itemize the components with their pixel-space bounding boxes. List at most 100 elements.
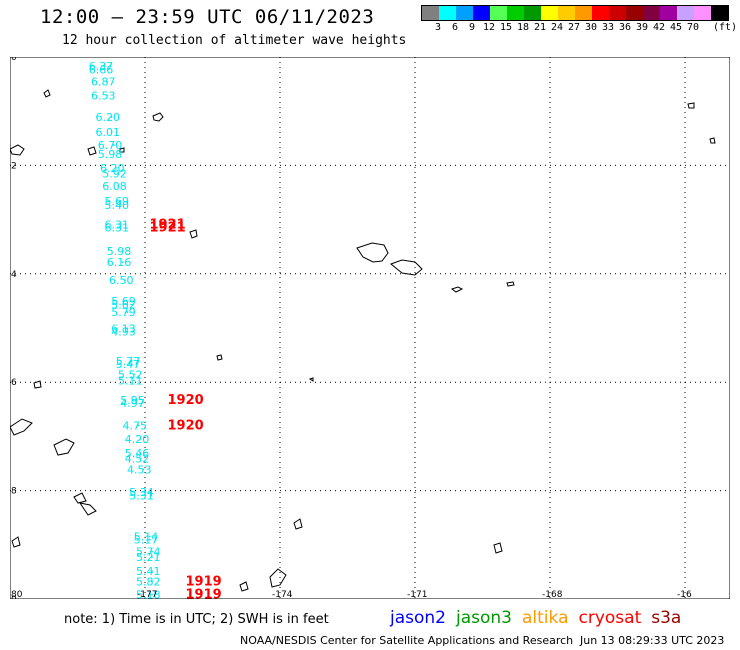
wave-height-labels: 6.376.666.876.536.206.016.705.986.205.92… — [89, 60, 222, 599]
latitude-label: -20 — [10, 595, 17, 599]
wave-height-value: 5.98 — [98, 148, 123, 161]
longitude-label: -177 — [137, 590, 157, 599]
track-point — [133, 373, 135, 376]
track-point — [130, 359, 133, 362]
track-point — [117, 184, 120, 187]
scale-label: 36 — [618, 22, 632, 33]
track-point — [139, 438, 142, 440]
scale-label: 6 — [451, 22, 459, 33]
scale-label: 33 — [601, 22, 615, 33]
track-point — [119, 223, 122, 226]
wave-height-value: 5.52 — [118, 368, 143, 381]
generation-timestamp: Jun 13 08:29:33 UTC 2023 — [580, 634, 725, 647]
track-point — [137, 424, 140, 427]
track-point — [139, 457, 142, 460]
pass-time-label: 1921 — [150, 221, 186, 236]
scale-swatch — [575, 6, 592, 20]
track-point — [135, 402, 138, 405]
pass-time-label: 1920 — [168, 393, 204, 408]
wave-height-value: 6.31 — [105, 218, 130, 231]
legend-jason2: jason2 — [390, 608, 446, 628]
scale-swatch — [711, 6, 728, 20]
scale-label: 12 — [482, 22, 496, 33]
scale-swatch — [456, 6, 473, 20]
scale-label: 3 — [434, 22, 442, 33]
wave-height-value: 6.13 — [111, 322, 136, 335]
wave-height-value: 4.97 — [120, 397, 145, 410]
legend-altika: altika — [522, 608, 569, 628]
scale-swatch — [609, 6, 626, 20]
scale-swatch — [439, 6, 456, 20]
track-point — [119, 200, 122, 202]
wave-height-value: 6.31 — [105, 222, 130, 235]
satellite-legend: jason2 jason3 altika cryosat s3a — [390, 608, 691, 628]
longitude-label: -16 — [677, 590, 692, 599]
map-frame — [10, 57, 730, 599]
wave-height-value: 6.08 — [102, 180, 127, 193]
wave-height-value: 5.69 — [111, 295, 136, 308]
track-point — [115, 167, 117, 169]
scale-label: 27 — [567, 22, 581, 33]
island-h — [53, 438, 75, 456]
track-point — [133, 379, 135, 382]
wave-height-value: 6.37 — [89, 60, 114, 73]
track-point — [151, 580, 153, 583]
wave-height-value: 6.20 — [96, 111, 121, 124]
wave-height-value: 5.74 — [136, 546, 161, 559]
track-point — [144, 494, 147, 497]
island-n — [293, 518, 303, 530]
island-s — [33, 380, 42, 389]
scale-label: 24 — [550, 22, 564, 33]
wave-height-value: 5.11 — [118, 374, 143, 387]
wave-height-value: 5.47 — [116, 358, 141, 371]
wave-height-value: 4.53 — [127, 463, 152, 476]
scale-label: 42 — [652, 22, 666, 33]
scale-swatch — [592, 6, 609, 20]
latitude-label: -12 — [10, 161, 17, 171]
wave-height-value: 5.41 — [136, 565, 161, 578]
scale-swatch — [541, 6, 558, 20]
track-point — [117, 172, 120, 175]
scale-swatches — [421, 5, 729, 21]
scale-swatch — [490, 6, 507, 20]
track-point — [139, 452, 142, 454]
scale-swatch — [422, 6, 439, 20]
latitude-label: -18 — [10, 487, 17, 497]
longitude-label: -174 — [272, 590, 293, 599]
track-point — [126, 311, 129, 313]
wave-height-value: 5.77 — [116, 355, 141, 368]
track-point — [151, 570, 153, 573]
wave-height-value: 5.17 — [134, 534, 159, 547]
track-point — [151, 556, 153, 558]
island-q — [239, 581, 249, 592]
longitude-label: -171 — [407, 590, 427, 599]
track-point — [142, 468, 144, 471]
latitude-label: -16 — [10, 378, 17, 388]
wave-height-value: 5.31 — [129, 489, 154, 502]
island-outlines — [10, 89, 716, 592]
wave-height-value: 6.66 — [89, 63, 114, 76]
track-point — [151, 593, 153, 596]
wave-height-value: 5.14 — [134, 530, 159, 543]
wave-height-value: 5.18 — [136, 588, 161, 599]
island-r — [308, 377, 314, 382]
scale-swatch — [473, 6, 490, 20]
scale-labels: 3 6 9 12 15 18 21 24 27 30 33 36 39 42 45 70 (ft) — [421, 21, 737, 35]
track-point — [126, 303, 129, 306]
legend-s3a: s3a — [651, 608, 682, 628]
island-j — [78, 502, 97, 516]
island-b — [189, 229, 198, 239]
track-point — [135, 398, 138, 401]
longitude-label: -168 — [542, 590, 563, 599]
island-f — [216, 354, 223, 361]
island-upolu — [390, 259, 423, 276]
island-e — [87, 146, 97, 156]
scale-label: 30 — [584, 22, 598, 33]
scale-swatch — [643, 6, 660, 20]
track-point — [121, 261, 124, 264]
wave-height-value: 5.95 — [120, 394, 145, 407]
altimeter-track-points — [103, 65, 153, 596]
wave-height-value: 6.20 — [100, 162, 125, 175]
track-point — [126, 330, 129, 333]
island-l — [493, 542, 503, 554]
